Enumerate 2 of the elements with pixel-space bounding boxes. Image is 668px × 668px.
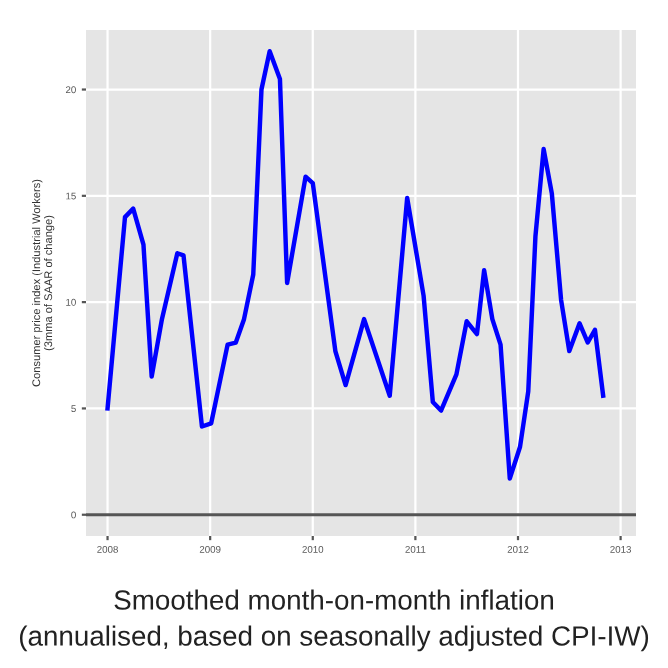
text: Smoothed month-on-month inflation (annualised, based on seasonally adjusted CPI-IW) <box>19 589 649 652</box>
line-series <box>105 49 606 481</box>
